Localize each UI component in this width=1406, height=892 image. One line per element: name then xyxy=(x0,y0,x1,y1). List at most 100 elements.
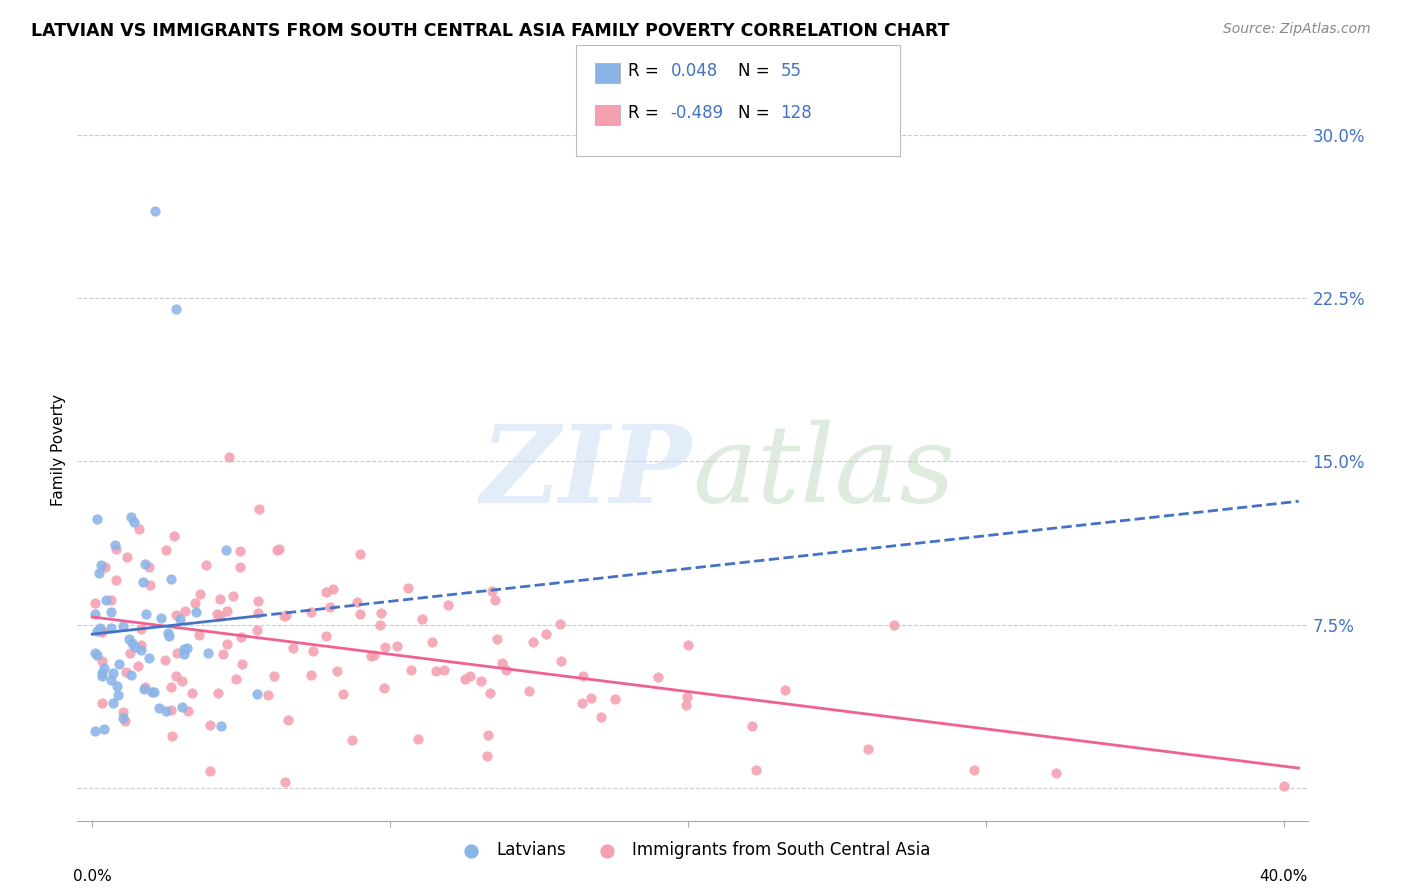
Point xyxy=(349,548,371,562)
Point xyxy=(86,512,108,526)
Text: atlas: atlas xyxy=(693,420,956,525)
Point xyxy=(122,515,145,529)
Point xyxy=(495,664,517,678)
Point xyxy=(160,729,183,743)
Point xyxy=(433,664,456,678)
Point xyxy=(315,585,337,599)
Point xyxy=(138,559,160,574)
Point xyxy=(534,627,557,641)
Text: 40.0%: 40.0% xyxy=(1260,869,1308,884)
Point xyxy=(332,687,354,701)
Point xyxy=(198,764,221,779)
Point xyxy=(100,621,122,635)
Point xyxy=(132,574,155,589)
Point xyxy=(86,624,108,639)
Point xyxy=(153,653,176,667)
Point xyxy=(247,606,270,620)
Point xyxy=(127,659,149,673)
Point xyxy=(745,763,768,777)
Point xyxy=(84,596,107,610)
Point xyxy=(129,638,152,652)
Point xyxy=(165,301,187,316)
Point xyxy=(360,648,382,663)
Point xyxy=(603,692,626,706)
Point xyxy=(484,593,506,607)
Point xyxy=(647,670,669,684)
Point xyxy=(143,203,166,218)
Point xyxy=(399,664,422,678)
Point xyxy=(349,607,371,621)
Point xyxy=(222,590,245,604)
Point xyxy=(231,657,253,672)
Point xyxy=(963,763,986,777)
Point xyxy=(101,665,124,680)
Point xyxy=(163,529,186,543)
Point xyxy=(370,606,392,620)
Point xyxy=(211,647,233,661)
Text: 55: 55 xyxy=(780,62,801,79)
Point xyxy=(247,502,270,516)
Point xyxy=(108,657,131,672)
Text: LATVIAN VS IMMIGRANTS FROM SOUTH CENTRAL ASIA FAMILY POVERTY CORRELATION CHART: LATVIAN VS IMMIGRANTS FROM SOUTH CENTRAL… xyxy=(31,22,949,40)
Point xyxy=(581,690,603,705)
Point xyxy=(591,709,613,723)
Point xyxy=(229,559,252,574)
Point xyxy=(160,572,183,586)
Point xyxy=(276,607,298,622)
Point xyxy=(104,538,127,552)
Point xyxy=(93,661,115,675)
Text: Source: ZipAtlas.com: Source: ZipAtlas.com xyxy=(1223,22,1371,37)
Point xyxy=(190,587,212,601)
Point xyxy=(479,685,502,699)
Point xyxy=(387,639,409,653)
Y-axis label: Family Poverty: Family Poverty xyxy=(51,394,66,507)
Point xyxy=(128,522,150,536)
Point xyxy=(246,593,269,607)
Point xyxy=(205,607,228,621)
Point xyxy=(91,625,114,640)
Point xyxy=(550,654,572,668)
Point xyxy=(100,605,122,619)
Point xyxy=(209,719,232,733)
Point xyxy=(299,668,322,682)
Point xyxy=(194,558,217,572)
Point xyxy=(257,688,280,702)
Point xyxy=(114,714,136,729)
Point xyxy=(176,704,198,718)
Point xyxy=(302,644,325,658)
Point xyxy=(491,656,513,670)
Text: N =: N = xyxy=(738,62,769,79)
Text: R =: R = xyxy=(628,62,659,79)
Point xyxy=(522,634,544,648)
Point xyxy=(571,668,593,682)
Point xyxy=(246,623,269,637)
Point xyxy=(676,690,699,704)
Point xyxy=(883,618,905,632)
Point xyxy=(120,510,142,524)
Text: N =: N = xyxy=(738,104,769,122)
Point xyxy=(273,609,295,624)
Point xyxy=(107,688,129,702)
Point xyxy=(87,566,110,581)
Point xyxy=(741,719,763,733)
Point xyxy=(121,636,143,650)
Point xyxy=(111,711,134,725)
Point xyxy=(676,639,699,653)
Point xyxy=(454,672,477,686)
Point xyxy=(477,728,499,742)
Point xyxy=(363,648,385,662)
Point xyxy=(111,705,134,719)
Point xyxy=(170,674,193,689)
Point xyxy=(104,542,127,557)
Point xyxy=(135,607,157,621)
Point xyxy=(90,558,112,572)
Point xyxy=(112,619,135,633)
Point xyxy=(94,593,117,607)
Point xyxy=(143,685,166,699)
Point xyxy=(155,543,177,558)
Point xyxy=(218,450,240,464)
Point xyxy=(322,582,344,597)
Point xyxy=(155,704,177,718)
Point xyxy=(165,669,187,683)
Point xyxy=(159,703,181,717)
